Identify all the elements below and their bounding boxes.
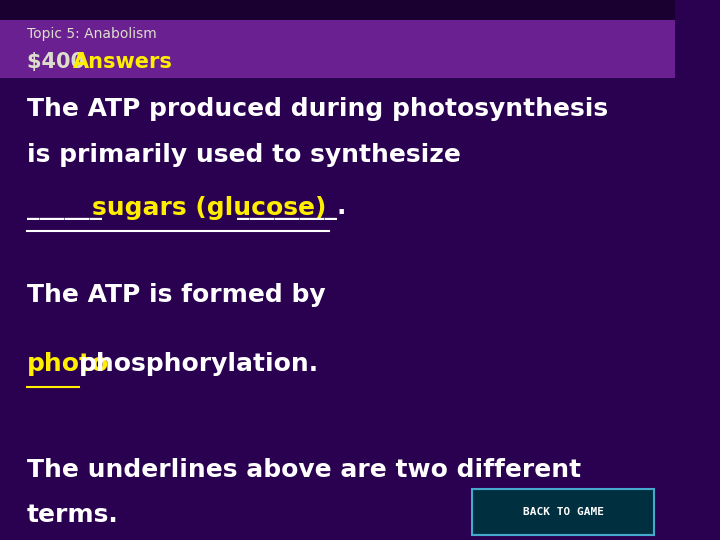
- Text: $400: $400: [27, 52, 92, 72]
- Text: ______: ______: [27, 196, 102, 220]
- Text: photo: photo: [27, 352, 109, 376]
- Text: phosphorylation.: phosphorylation.: [79, 352, 320, 376]
- Text: sugars (glucose): sugars (glucose): [91, 196, 326, 220]
- FancyBboxPatch shape: [472, 489, 654, 535]
- FancyBboxPatch shape: [0, 0, 675, 22]
- Text: The ATP is formed by: The ATP is formed by: [27, 283, 325, 307]
- Text: is primarily used to synthesize: is primarily used to synthesize: [27, 143, 461, 167]
- Text: BACK TO GAME: BACK TO GAME: [523, 507, 604, 517]
- FancyBboxPatch shape: [0, 19, 675, 78]
- Text: terms.: terms.: [27, 503, 119, 528]
- Text: Topic 5: Anabolism: Topic 5: Anabolism: [27, 28, 157, 42]
- Text: The underlines above are two different: The underlines above are two different: [27, 457, 581, 482]
- Text: Answers: Answers: [73, 52, 173, 72]
- Text: ________.: ________.: [238, 196, 347, 220]
- Text: The ATP produced during photosynthesis: The ATP produced during photosynthesis: [27, 97, 608, 121]
